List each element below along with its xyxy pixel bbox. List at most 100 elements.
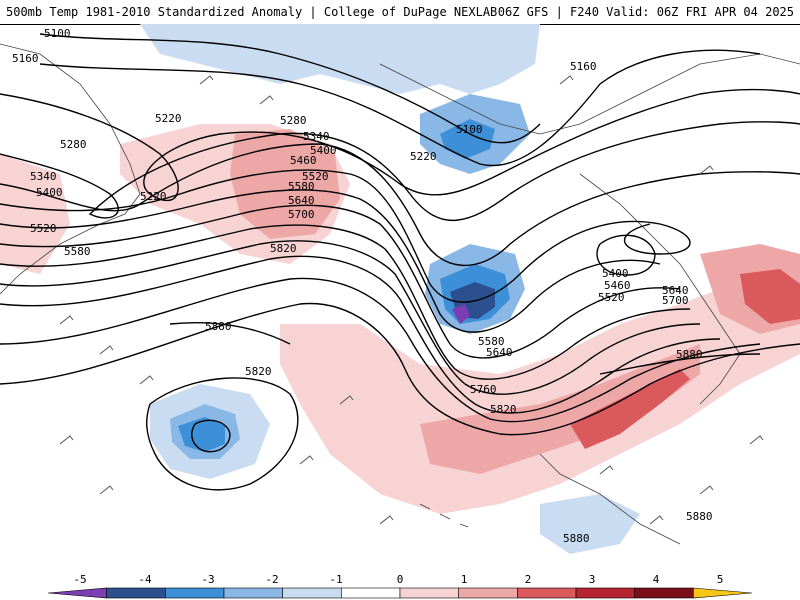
map-title: 500mb Temp 1981-2010 Standardized Anomal… bbox=[6, 5, 498, 19]
contour-label: 5640 bbox=[288, 194, 315, 207]
colorbar-tick: 0 bbox=[397, 573, 404, 586]
contour-5760 bbox=[0, 277, 761, 423]
contour-label: 5220 bbox=[410, 150, 437, 163]
colorbar-cell-pos2 bbox=[458, 587, 518, 599]
wind-barb bbox=[259, 95, 274, 105]
colorbar-cell-neg4 bbox=[106, 587, 166, 599]
colorbar-cell-neg5 bbox=[47, 587, 107, 599]
positive-anomaly-east-core bbox=[740, 269, 800, 324]
valid-time: 06Z GFS | F240 Valid: 06Z FRI APR 04 202… bbox=[497, 5, 794, 19]
colorbar-cell-pos5 bbox=[634, 587, 694, 599]
wind-barb bbox=[339, 395, 354, 405]
wind-barb bbox=[99, 485, 114, 495]
contour-label: 5460 bbox=[604, 279, 631, 292]
contour-label: 5580 bbox=[64, 245, 91, 258]
colorbar-cell-neg2 bbox=[223, 587, 283, 599]
colorbar-cell-pos6 bbox=[693, 587, 753, 599]
contour-label: 5160 bbox=[570, 60, 597, 73]
colorbar-ticks: -5 -4 -3 -2 -1 0 1 2 3 4 5 bbox=[73, 573, 723, 586]
contour-label: 5700 bbox=[662, 294, 689, 307]
contour-5100 bbox=[39, 33, 541, 144]
colorbar-cell-pos1 bbox=[399, 587, 459, 599]
contour-5880 bbox=[169, 322, 761, 375]
positive-anomaly-ridge-core bbox=[230, 129, 340, 239]
coastline-asia bbox=[0, 43, 141, 295]
positive-anomaly-band-peak bbox=[570, 369, 690, 449]
colorbar-tick: 2 bbox=[525, 573, 532, 586]
wind-barb bbox=[99, 345, 114, 355]
colorbar-cell-neg3 bbox=[165, 587, 225, 599]
contour-label: 5820 bbox=[245, 365, 272, 378]
wind-barb bbox=[59, 315, 74, 325]
contour-5820 bbox=[0, 302, 800, 436]
contour-label: 5640 bbox=[486, 346, 513, 359]
contour-label: 5280 bbox=[60, 138, 87, 151]
wind-barbs bbox=[59, 75, 764, 525]
positive-anomaly-left bbox=[0, 154, 70, 274]
contour-label: 5100 bbox=[456, 123, 483, 136]
contour-ne-closed bbox=[596, 234, 656, 276]
contour-label: 5220 bbox=[155, 112, 182, 125]
coastlines bbox=[0, 43, 800, 545]
wind-barb bbox=[699, 485, 714, 495]
negative-anomaly-south bbox=[540, 494, 640, 554]
wind-barb bbox=[199, 75, 214, 85]
contour-label: 5880 bbox=[676, 348, 703, 361]
contour-label: 5520 bbox=[598, 291, 625, 304]
contour-label-group: 5100 5160 5220 5220 5280 5280 5340 5340 … bbox=[12, 27, 713, 545]
contour-label: 5580 bbox=[288, 180, 315, 193]
coastline-westcoast bbox=[579, 173, 741, 405]
contour-label: 5280 bbox=[280, 114, 307, 127]
contour-5460 bbox=[0, 189, 661, 333]
contour-label: 5340 bbox=[30, 170, 57, 183]
colorbar-tick: -2 bbox=[265, 573, 278, 586]
colorbar-tick: 4 bbox=[653, 573, 660, 586]
positive-anomaly-band-core bbox=[420, 344, 700, 474]
colorbar-tick: -5 bbox=[73, 573, 86, 586]
contour-label: 5340 bbox=[303, 130, 330, 143]
contour-label: 5520 bbox=[30, 222, 57, 235]
negative-anomaly-trough-extreme bbox=[452, 304, 470, 324]
colorbar-tick: -3 bbox=[201, 573, 214, 586]
contour-label: 5760 bbox=[470, 383, 497, 396]
contour-5400 bbox=[0, 169, 691, 303]
contour-label: 5820 bbox=[490, 403, 517, 416]
coastline-alaska bbox=[379, 53, 800, 135]
colorbar-cell-zero bbox=[341, 587, 401, 599]
contour-label: 5580 bbox=[478, 335, 505, 348]
contour-5640 bbox=[0, 240, 701, 395]
contour-label: 5520 bbox=[302, 170, 329, 183]
negative-anomaly-low-center bbox=[178, 417, 225, 452]
contour-label: 5460 bbox=[290, 154, 317, 167]
contour-label: 5160 bbox=[12, 52, 39, 65]
contour-label: 5220 bbox=[140, 190, 167, 203]
contour-label: 5880 bbox=[686, 510, 713, 523]
contour-label: 5100 bbox=[44, 27, 71, 40]
contour-label: 5640 bbox=[662, 284, 689, 297]
colorbar-cells bbox=[47, 587, 753, 599]
colorbar-tick: -1 bbox=[329, 573, 342, 586]
contour-5700 bbox=[0, 255, 721, 414]
wind-barb bbox=[559, 75, 574, 85]
wind-barb bbox=[139, 375, 154, 385]
hawaii-islands bbox=[419, 503, 469, 528]
contour-5160 bbox=[39, 49, 761, 167]
contour-label: 5820 bbox=[270, 242, 297, 255]
contour-5580 bbox=[0, 224, 691, 380]
contour-low-center bbox=[191, 419, 231, 453]
contour-label: 5400 bbox=[602, 267, 629, 280]
anomaly-colorbar: -5 -4 -3 -2 -1 0 1 2 3 4 5 bbox=[47, 573, 753, 599]
wind-barb bbox=[649, 515, 664, 525]
wind-barb bbox=[379, 515, 394, 525]
colorbar-tick: -4 bbox=[138, 573, 152, 586]
contour-5520 bbox=[0, 204, 681, 359]
contour-label: 5400 bbox=[36, 186, 63, 199]
wind-barb bbox=[59, 435, 74, 445]
anomaly-map: 5100 5160 5220 5220 5280 5280 5340 5340 … bbox=[0, 24, 800, 554]
negative-anomaly-alaska-core bbox=[440, 119, 495, 159]
wind-barb bbox=[599, 465, 614, 475]
colorbar-tick: 1 bbox=[461, 573, 468, 586]
colorbar-tick: 3 bbox=[589, 573, 596, 586]
contour-label: 5400 bbox=[310, 144, 337, 157]
colorbar-tick: 5 bbox=[717, 573, 724, 586]
